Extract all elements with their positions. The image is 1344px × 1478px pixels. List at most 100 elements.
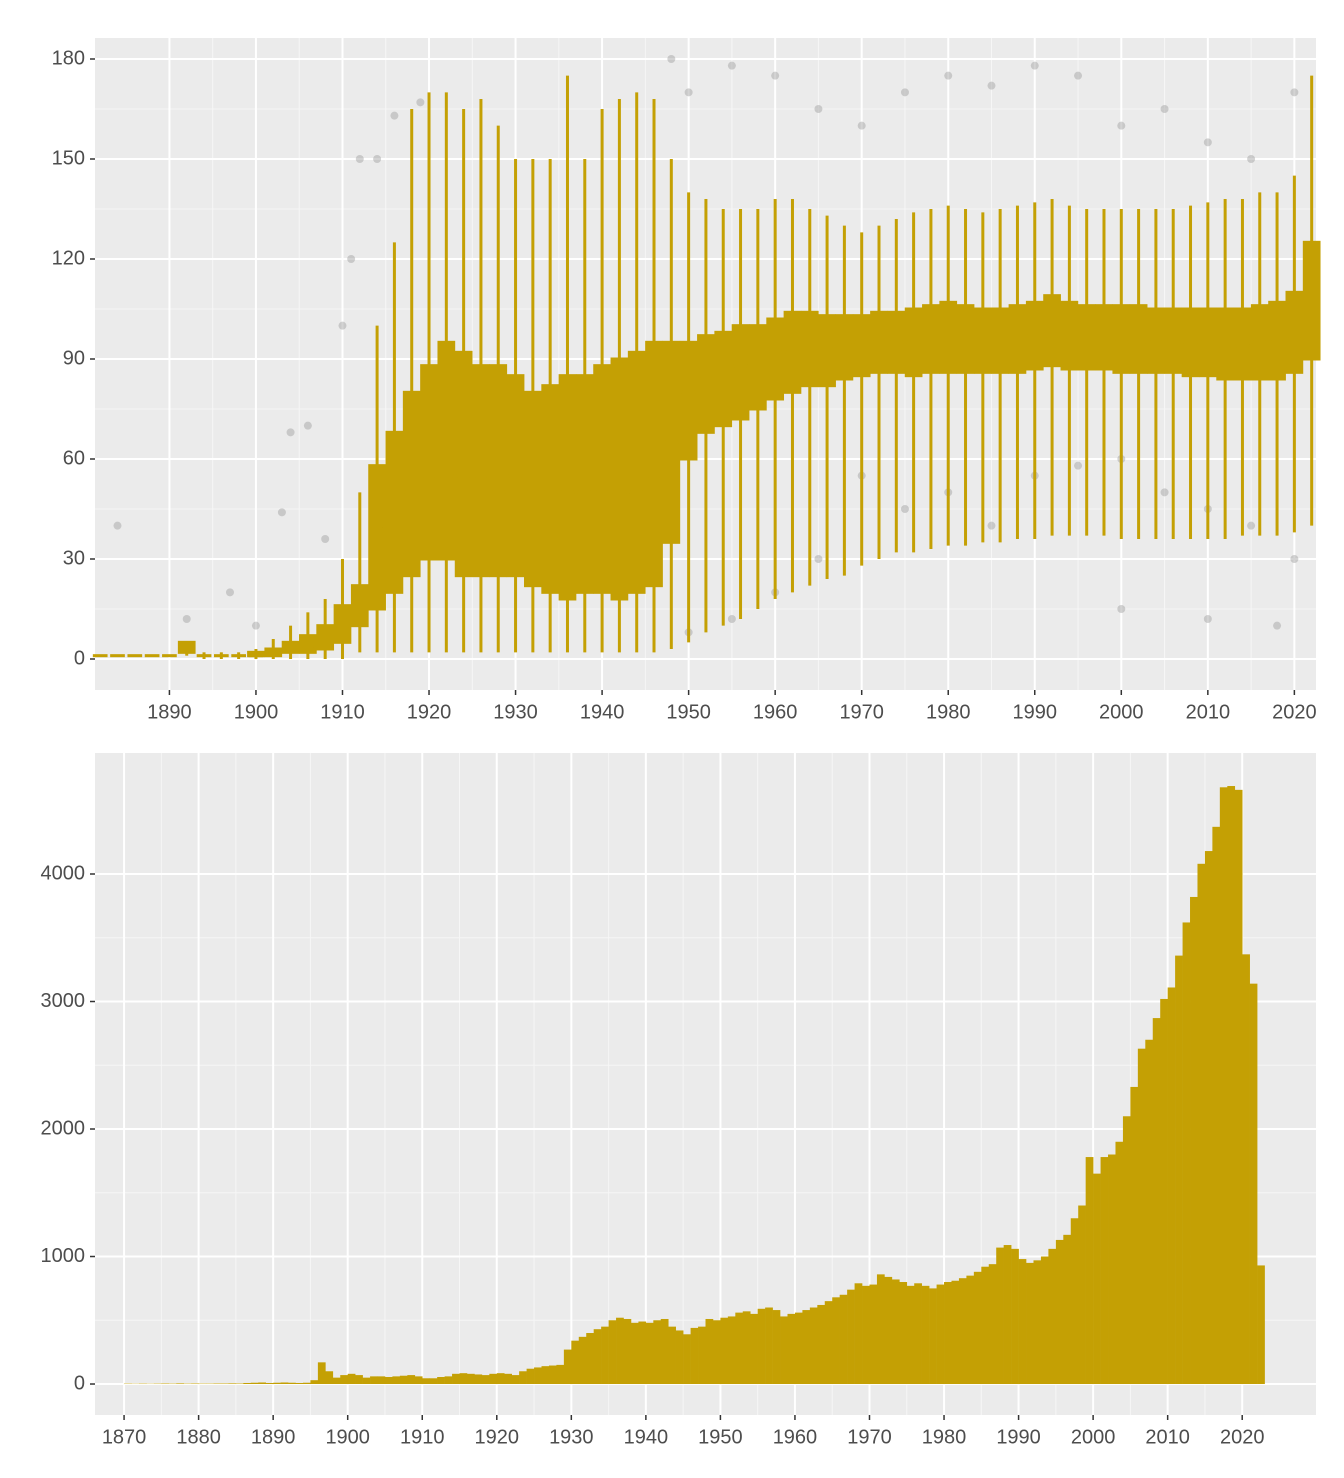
x-tick-label: 1910	[400, 1426, 445, 1448]
bar	[340, 1375, 348, 1385]
bar	[884, 1276, 893, 1385]
box	[472, 364, 490, 578]
bar	[586, 1333, 594, 1385]
box	[1285, 290, 1304, 374]
box	[1060, 300, 1079, 371]
box	[818, 314, 836, 388]
bar	[481, 1375, 490, 1385]
box	[852, 314, 871, 378]
bar	[511, 1375, 520, 1385]
bar	[176, 1383, 185, 1385]
x-tick-label: 1870	[102, 1426, 147, 1448]
outlier	[944, 71, 953, 80]
outlier	[1247, 155, 1256, 163]
y-tick-label: 60	[63, 447, 85, 469]
bar	[630, 1322, 639, 1385]
bar	[519, 1371, 527, 1385]
outlier	[1273, 621, 1282, 630]
y-tick-label: 2000	[41, 1117, 86, 1139]
bar	[355, 1375, 363, 1385]
x-tick-label: 1950	[698, 1426, 743, 1448]
bar	[660, 1318, 669, 1385]
outlier	[1203, 615, 1212, 623]
outlier	[390, 111, 399, 120]
box	[281, 640, 300, 654]
bar	[1145, 1039, 1154, 1385]
x-tick-label: 1930	[549, 1426, 594, 1448]
box	[731, 324, 750, 421]
bar	[571, 1340, 580, 1385]
box	[541, 384, 560, 594]
bar	[548, 1365, 557, 1385]
bar	[668, 1326, 676, 1385]
outlier	[321, 535, 330, 543]
bar	[1167, 987, 1176, 1385]
bar	[966, 1275, 975, 1385]
x-tick-label: 2010	[1186, 701, 1231, 723]
bar	[362, 1377, 371, 1385]
box	[420, 364, 438, 561]
box	[610, 357, 629, 601]
bar	[683, 1334, 691, 1385]
box	[299, 634, 317, 654]
x-tick-label: 1950	[666, 701, 711, 723]
bar	[1242, 954, 1250, 1385]
bar	[1160, 998, 1168, 1385]
bar	[422, 1378, 430, 1385]
bar	[489, 1373, 498, 1385]
bar	[787, 1313, 796, 1385]
bar	[750, 1313, 758, 1385]
box	[385, 430, 404, 594]
bar	[1055, 1239, 1064, 1385]
x-tick-label: 2020	[1272, 701, 1317, 723]
outlier	[1160, 105, 1169, 113]
box	[1112, 304, 1131, 374]
bar	[444, 1376, 453, 1385]
bar	[414, 1376, 423, 1385]
bar	[1182, 922, 1191, 1385]
box	[1043, 294, 1061, 368]
x-tick-label: 2000	[1071, 1426, 1116, 1448]
bar	[817, 1304, 826, 1385]
bar	[996, 1247, 1004, 1385]
y-tick-label: 30	[63, 547, 85, 569]
bar	[578, 1336, 587, 1385]
outlier	[1074, 461, 1083, 470]
outlier	[1290, 88, 1299, 97]
x-tick-label: 1980	[922, 1426, 967, 1448]
bar	[705, 1318, 714, 1385]
bar	[407, 1375, 416, 1385]
bar	[832, 1297, 840, 1385]
box	[454, 350, 473, 578]
outlier	[416, 98, 425, 107]
bar	[735, 1312, 744, 1385]
outlier	[1074, 71, 1083, 80]
bar	[1026, 1262, 1034, 1385]
box	[350, 584, 369, 628]
bar	[1093, 1173, 1101, 1385]
y-tick-label: 150	[52, 147, 85, 169]
box	[679, 340, 698, 461]
bar	[399, 1375, 408, 1385]
bar	[936, 1284, 945, 1385]
y-tick-label: 4000	[41, 862, 86, 884]
box	[1095, 304, 1113, 371]
outlier	[1117, 121, 1126, 130]
bar	[772, 1310, 781, 1385]
bar	[220, 1383, 229, 1385]
outlier	[814, 105, 823, 113]
bar	[161, 1383, 170, 1385]
x-tick-label: 1920	[407, 701, 452, 723]
bar	[757, 1308, 766, 1385]
x-tick-label: 1940	[580, 701, 625, 723]
bar	[310, 1380, 319, 1385]
bar	[556, 1364, 565, 1385]
outlier	[355, 155, 364, 163]
bar	[1085, 1157, 1094, 1385]
bar	[541, 1366, 550, 1385]
bar	[1115, 1141, 1124, 1385]
bar	[698, 1326, 706, 1385]
box	[627, 350, 646, 594]
bar	[981, 1266, 990, 1385]
